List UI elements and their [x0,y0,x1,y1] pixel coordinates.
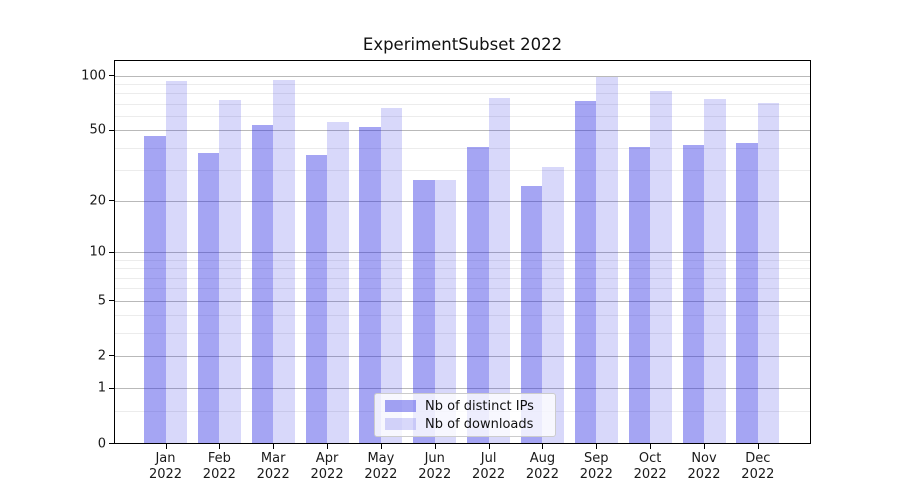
bar-jan-downloads [165,80,187,443]
bar-may-downloads [380,107,403,443]
gridline-minor-9 [115,259,810,261]
legend-entry-downloads: Nb of downloads [375,417,555,432]
y-tick-label-50: 50 [89,122,106,138]
gridline-major-5 [115,300,810,302]
bar-dec-downloads [757,103,780,443]
x-tick-jan [165,443,167,449]
y-tick-label-1: 1 [97,380,106,396]
x-tick-aug [542,443,544,449]
x-tick-label-mar: Mar 2022 [256,451,290,482]
gridline-major-10 [115,252,810,254]
legend-label-downloads: Nb of downloads [425,416,534,432]
bar-mar-downloads [273,80,295,443]
bar-dec-distinct-ips [736,143,758,443]
gridline-minor-6 [115,288,810,290]
bar-nov-distinct-ips [682,145,704,443]
x-tick-label-dec: Dec 2022 [741,451,775,482]
y-tick-label-5: 5 [97,293,106,309]
gridline-minor-4 [115,315,810,317]
x-tick-feb [219,443,221,449]
bar-feb-distinct-ips [197,153,220,443]
x-tick-label-feb: Feb 2022 [202,451,236,482]
gridline-minor-80 [115,93,810,95]
bar-jan-distinct-ips [144,136,166,443]
bar-nov-downloads [704,98,726,443]
bar-oct-downloads [650,90,672,443]
x-tick-label-jul: Jul 2022 [472,451,506,482]
y-tick-10 [109,251,114,253]
x-tick-label-sep: Sep 2022 [579,451,613,482]
legend-swatch-downloads-icon [385,418,416,430]
gridline-minor-40 [115,147,810,149]
bar-jun-downloads [434,180,457,443]
y-tick-100 [109,75,114,77]
y-tick-20 [109,200,114,202]
gridline-minor-7 [115,277,810,279]
gridline-major-2 [115,355,810,357]
bar-jun-distinct-ips [413,180,435,443]
plot-area [114,60,811,444]
gridline-major-1 [115,388,810,390]
bar-apr-downloads [327,122,349,443]
y-tick-label-100: 100 [81,68,106,84]
bar-mar-distinct-ips [251,125,274,443]
bar-oct-distinct-ips [628,147,651,443]
gridline-minor-70 [115,103,810,105]
legend-entry-distinct-ips: Nb of distinct IPs [375,399,555,414]
x-tick-may [380,443,382,449]
x-tick-label-oct: Oct 2022 [633,451,667,482]
bar-apr-distinct-ips [305,155,328,443]
bar-jul-distinct-ips [467,147,489,443]
y-tick-label-2: 2 [97,348,106,364]
legend: Nb of distinct IPs Nb of downloads [374,393,556,437]
bar-may-distinct-ips [359,126,381,443]
y-tick-2 [109,355,114,357]
gridline-minor-60 [115,115,810,117]
x-tick-label-nov: Nov 2022 [687,451,721,482]
x-tick-nov [704,443,705,449]
x-tick-label-may: May 2022 [364,451,398,482]
y-tick-label-20: 20 [89,193,106,209]
x-tick-oct [650,443,652,449]
x-tick-label-jan: Jan 2022 [148,451,183,482]
y-tick-label-10: 10 [89,244,106,260]
x-tick-jun [434,443,436,449]
chart-title: ExperimentSubset 2022 [362,35,563,54]
y-tick-0 [109,443,114,444]
gridline-major-20 [115,200,810,202]
bar-feb-downloads [219,100,241,443]
gridline-minor-3 [115,333,810,335]
bar-sep-downloads [596,76,618,443]
x-tick-sep [596,443,598,449]
x-tick-jul [488,443,490,449]
bar-aug-distinct-ips [520,186,543,443]
x-tick-label-jun: Jun 2022 [418,451,452,482]
y-tick-50 [109,129,114,131]
bar-aug-downloads [542,166,564,443]
x-tick-label-apr: Apr 2022 [310,451,344,482]
y-tick-label-0: 0 [97,436,106,451]
bar-sep-distinct-ips [574,101,597,443]
legend-swatch-distinct-ips-icon [385,400,416,412]
gridline-minor-30 [115,169,810,171]
bar-jul-downloads [488,97,511,443]
y-tick-1 [109,387,114,389]
x-tick-label-aug: Aug 2022 [525,451,559,482]
gridline-major-100 [115,75,810,77]
x-tick-mar [273,443,275,449]
gridline-minor-8 [115,268,810,270]
x-tick-dec [757,443,759,449]
legend-label-distinct-ips: Nb of distinct IPs [425,398,534,414]
gridline-major-50 [115,130,810,132]
y-tick-5 [109,300,114,302]
gridline-minor-90 [115,84,810,85]
x-tick-apr [327,443,329,449]
